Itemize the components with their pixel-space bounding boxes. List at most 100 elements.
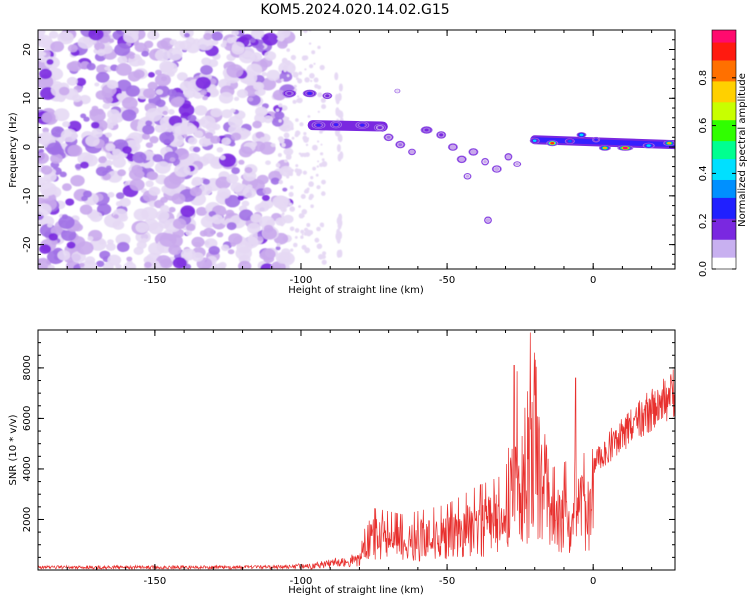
signal-blob — [667, 142, 672, 145]
noise-blob — [187, 137, 198, 145]
colorbar-segment — [712, 263, 736, 267]
noise-blob — [80, 113, 87, 119]
x-tick-label: -150 — [144, 576, 167, 587]
noise-blob — [115, 63, 132, 76]
spectrogram-panel: -150 -100 -50 0 20 10 0 -10 -20 Height of straig… — [8, 29, 676, 296]
noise-blob — [115, 263, 122, 269]
signal-blob — [316, 123, 321, 127]
noise-blob — [277, 40, 288, 49]
noise-blob — [200, 90, 207, 96]
colorbar-segment — [712, 218, 736, 222]
noise-blob — [180, 205, 195, 218]
noise-streak — [336, 144, 341, 153]
colorbar-segment — [712, 206, 736, 210]
noise-blob — [265, 160, 271, 165]
colorbar-segment — [712, 83, 736, 88]
noise-blob — [244, 167, 253, 174]
noise-speck — [316, 243, 323, 250]
noise-blob — [122, 146, 132, 154]
noise-blob — [257, 236, 264, 241]
noise-blob — [194, 130, 204, 138]
noise-speck — [320, 143, 323, 146]
colorbar-segment — [712, 239, 736, 243]
noise-blob — [154, 73, 171, 87]
colorbar-segment — [712, 80, 736, 85]
y-tick-label: 4000 — [22, 456, 33, 481]
noise-speck — [296, 77, 299, 81]
colorbar-segment — [712, 56, 736, 61]
noise-blob — [171, 193, 186, 205]
noise-speck — [278, 206, 282, 210]
noise-blob — [257, 202, 270, 212]
noise-speck — [277, 37, 280, 40]
noise-speck — [285, 124, 290, 129]
noise-speck — [294, 236, 298, 239]
noise-blob — [38, 203, 52, 216]
noise-speck — [312, 144, 318, 151]
noise-speck — [288, 202, 293, 207]
noise-blob — [141, 50, 149, 57]
noise-blob — [48, 233, 59, 241]
noise-speck — [298, 205, 301, 208]
noise-speck — [289, 206, 296, 212]
noise-streak — [337, 153, 342, 162]
noise-blob — [261, 248, 276, 260]
noise-speck — [303, 132, 307, 136]
noise-streak — [337, 109, 342, 118]
noise-blob — [143, 88, 156, 99]
colorbar-segment — [712, 86, 736, 91]
noise-speck — [289, 226, 295, 232]
signal-blob — [515, 162, 519, 166]
noise-blob — [66, 241, 76, 249]
noise-speck — [291, 136, 295, 140]
noise-blob — [60, 128, 78, 143]
noise-speck — [316, 185, 321, 190]
signal-blob — [602, 146, 607, 150]
noise-speck — [298, 213, 305, 219]
noise-blob — [185, 223, 196, 232]
noise-blob — [230, 242, 237, 247]
snr-series-line — [38, 332, 675, 570]
noise-blob — [89, 108, 106, 123]
noise-blob — [65, 198, 75, 206]
noise-speck — [289, 185, 294, 190]
noise-blob — [42, 127, 49, 133]
noise-blob — [141, 133, 151, 140]
colorbar-segment — [712, 242, 736, 246]
noise-speck — [306, 137, 310, 140]
noise-speck — [300, 153, 305, 157]
noise-blob — [202, 153, 216, 164]
colorbar-segment — [712, 257, 736, 261]
noise-speck — [321, 158, 325, 162]
noise-blob — [62, 183, 72, 192]
colorbar-segment — [712, 53, 736, 58]
noise-blob — [94, 42, 105, 51]
noise-speck — [321, 259, 327, 265]
noise-blob — [145, 108, 163, 122]
noise-blob — [66, 76, 78, 86]
noise-blob — [154, 49, 171, 62]
noise-speck — [310, 79, 313, 83]
noise-blob — [113, 214, 119, 219]
noise-blob — [250, 52, 263, 62]
noise-speck — [278, 138, 285, 144]
colorbar-segment — [712, 197, 736, 201]
colorbar-segment — [712, 44, 736, 49]
noise-speck — [300, 194, 306, 199]
noise-speck — [321, 179, 326, 185]
noise-blob — [116, 192, 125, 200]
noise-blob — [221, 244, 230, 252]
noise-speck — [275, 162, 281, 168]
colorbar-segment — [712, 227, 736, 231]
colorbar-segment — [712, 203, 736, 207]
noise-blob — [102, 95, 114, 104]
colorbar-tick-label: 0.2 — [698, 213, 709, 229]
noise-blob — [282, 214, 294, 224]
noise-blob — [162, 110, 168, 116]
colorbar-tick-label: 0.8 — [698, 70, 709, 86]
noise-speck — [316, 165, 319, 168]
noise-blob — [159, 131, 175, 144]
signal-blob — [334, 123, 338, 126]
colorbar-segment — [712, 125, 736, 130]
